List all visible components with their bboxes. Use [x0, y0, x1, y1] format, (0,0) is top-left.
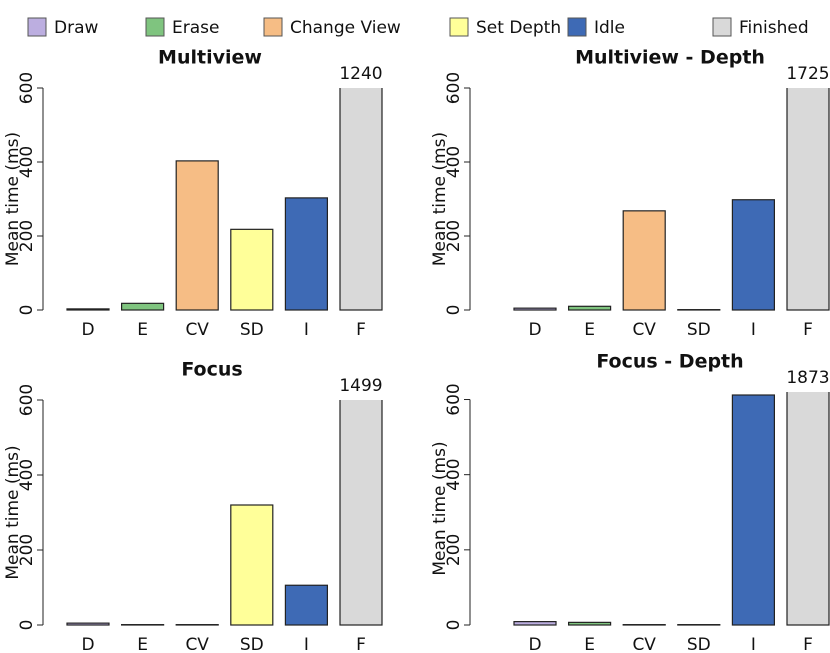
y-axis-label: Mean time (ms) — [3, 132, 23, 266]
y-axis-label: Mean time (ms) — [430, 441, 450, 575]
x-tick-label: E — [137, 320, 148, 340]
bar — [786, 392, 830, 626]
x-tick-label: CV — [185, 635, 209, 653]
y-tick-label: 600 — [17, 384, 37, 416]
bar — [622, 210, 666, 311]
chart-title: Focus — [181, 359, 242, 381]
legend-swatch — [449, 17, 469, 37]
x-tick-label: CV — [632, 320, 656, 340]
y-axis-label: Mean time (ms) — [430, 132, 450, 266]
legend-label: Change View — [290, 18, 401, 38]
x-tick-label: I — [304, 635, 309, 653]
bar — [120, 302, 165, 311]
legend-swatch — [27, 17, 47, 37]
x-tick-label: SD — [687, 635, 711, 653]
bar — [339, 88, 383, 311]
plot-area — [66, 88, 383, 311]
value-label: 1725 — [786, 64, 829, 84]
y-tick-label: 0 — [444, 305, 464, 316]
x-tick-label: D — [81, 320, 94, 340]
x-tick-label: F — [356, 635, 366, 653]
y-tick-label: 400 — [17, 459, 37, 491]
y-tick-label: 400 — [17, 146, 37, 178]
plot-area — [513, 392, 830, 626]
value-label: 1240 — [339, 64, 382, 84]
x-tick-label: D — [81, 635, 94, 653]
legend-swatch — [567, 17, 587, 37]
chart-title: Focus - Depth — [596, 351, 743, 373]
legend-label: Erase — [172, 18, 219, 38]
legend-swatch — [712, 17, 732, 37]
y-tick-label: 200 — [444, 534, 464, 566]
bar — [513, 621, 557, 626]
y-tick-label: 600 — [444, 383, 464, 415]
bar — [731, 394, 776, 626]
legend-swatch — [263, 17, 283, 37]
x-tick-label: E — [584, 635, 595, 653]
y-tick-label: 400 — [444, 458, 464, 490]
x-tick-label: I — [751, 320, 756, 340]
y-tick-label: 200 — [17, 220, 37, 252]
bar — [339, 400, 383, 626]
bar — [284, 197, 328, 311]
plot-area — [513, 88, 830, 311]
legend-label: Finished — [739, 18, 809, 38]
y-tick-label: 600 — [17, 72, 37, 104]
value-label: 1873 — [786, 368, 829, 388]
bar — [230, 504, 274, 626]
bar — [66, 622, 110, 626]
y-tick-label: 0 — [444, 620, 464, 631]
x-tick-label: SD — [240, 635, 264, 653]
y-tick-label: 600 — [444, 72, 464, 104]
x-tick-label: SD — [240, 320, 264, 340]
y-tick-label: 0 — [17, 305, 37, 316]
bar — [786, 88, 830, 311]
bar — [513, 307, 557, 311]
x-tick-label: I — [304, 320, 309, 340]
y-tick-label: 0 — [17, 620, 37, 631]
y-tick-label: 200 — [444, 220, 464, 252]
bar — [731, 199, 776, 311]
x-tick-label: D — [528, 635, 541, 653]
bar — [567, 305, 612, 311]
legend-swatch — [145, 17, 165, 37]
y-tick-label: 200 — [17, 534, 37, 566]
x-tick-label: F — [803, 635, 813, 653]
y-tick-label: 400 — [444, 146, 464, 178]
x-tick-label: I — [751, 635, 756, 653]
y-axis-label: Mean time (ms) — [3, 445, 23, 579]
x-tick-label: CV — [632, 635, 656, 653]
x-tick-label: E — [137, 635, 148, 653]
plot-area — [66, 400, 383, 626]
bar — [230, 228, 274, 311]
bar — [284, 584, 328, 626]
bar — [66, 308, 110, 311]
legend-label: Set Depth — [476, 18, 561, 38]
x-tick-label: CV — [185, 320, 209, 340]
legend-label: Draw — [54, 18, 98, 38]
value-label: 1499 — [339, 376, 382, 396]
chart-title: Multiview - Depth — [575, 47, 765, 69]
bar — [175, 160, 219, 311]
x-tick-label: F — [803, 320, 813, 340]
chart-title: Multiview — [158, 47, 262, 69]
x-tick-label: D — [528, 320, 541, 340]
bar — [567, 621, 612, 626]
x-tick-label: F — [356, 320, 366, 340]
legend-label: Idle — [594, 18, 625, 38]
x-tick-label: SD — [687, 320, 711, 340]
x-tick-label: E — [584, 320, 595, 340]
